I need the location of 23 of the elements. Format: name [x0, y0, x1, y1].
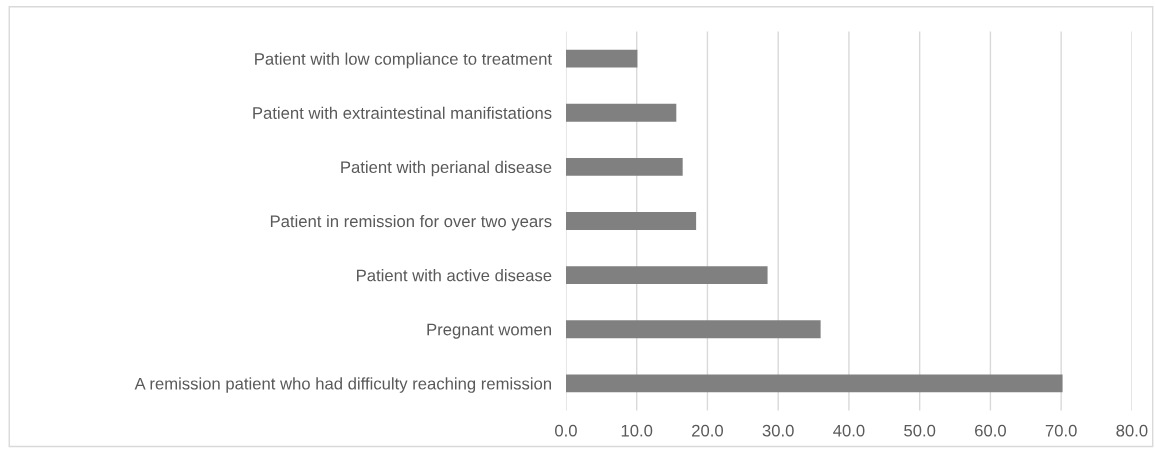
bar	[565, 49, 638, 68]
bar	[565, 157, 683, 176]
bar	[565, 374, 1063, 393]
bar	[565, 212, 697, 230]
x-tick-label: 50.0	[904, 424, 936, 437]
bar	[565, 103, 677, 122]
x-tick-label: 10.0	[621, 424, 653, 437]
y-tick-label: Patient with perianal disease	[341, 160, 552, 177]
x-tick-label: 70.0	[1045, 424, 1077, 437]
x-tick-label: 30.0	[762, 424, 794, 437]
x-tick-label: 60.0	[975, 424, 1006, 437]
y-tick-label: Patient with extraintestinal manifistations	[253, 106, 552, 119]
x-tick-label: 40.0	[833, 424, 865, 437]
bar	[565, 320, 821, 339]
bar	[565, 266, 768, 285]
x-tick-label: 20.0	[692, 424, 724, 437]
y-tick-label: Patient in remission for over two years	[270, 214, 552, 231]
y-tick-label: A remission patient who had difficulty reaching remission	[134, 377, 551, 393]
x-tick-label: 0.0	[555, 424, 577, 437]
y-tick-label: Patient with active disease	[357, 269, 552, 282]
y-tick-label: Pregnant women	[427, 323, 551, 339]
x-tick-label: 80.0	[1116, 424, 1148, 437]
y-tick-label: Patient with low compliance to treatment	[255, 52, 552, 69]
